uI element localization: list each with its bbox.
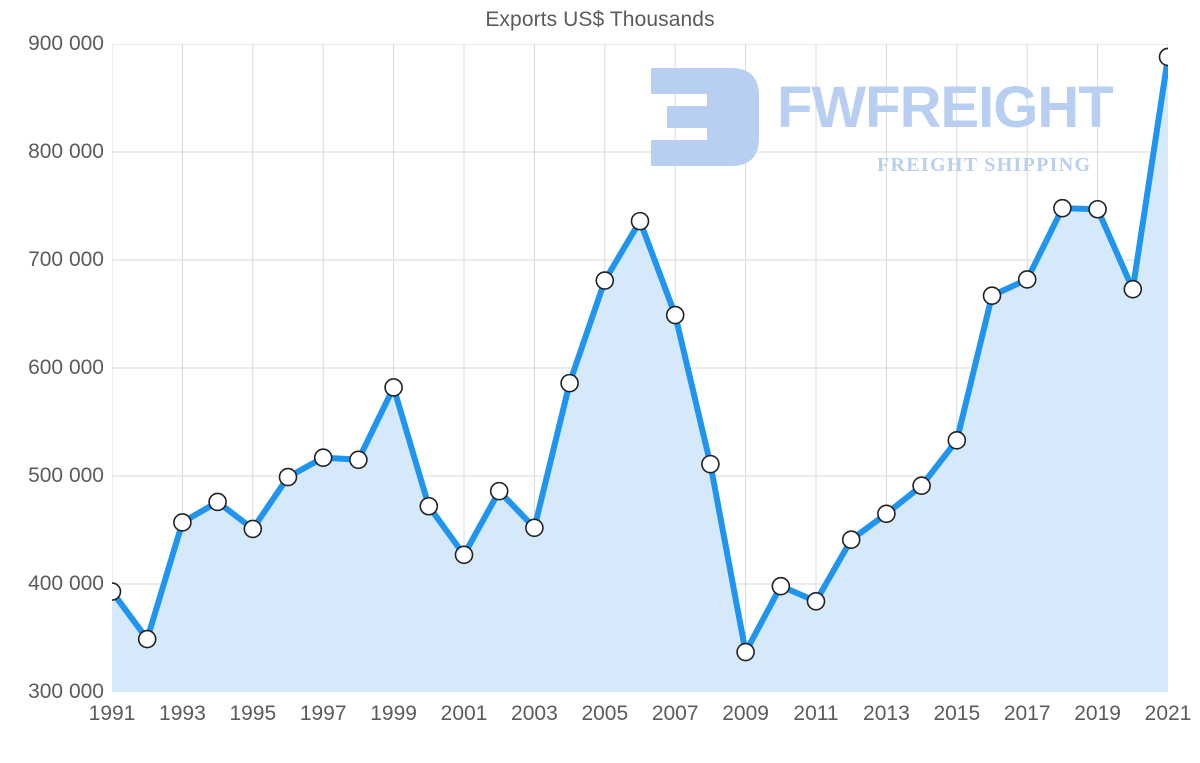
data-point-marker[interactable] <box>1017 270 1037 289</box>
y-axis: 300 000 400 000 500 000 600 000 700 000 800 0… <box>0 0 104 763</box>
data-point-marker[interactable] <box>525 518 544 538</box>
exports-area-chart <box>112 44 1168 692</box>
data-point-marker[interactable] <box>736 642 755 662</box>
data-point-markers <box>112 47 1169 662</box>
data-point-marker[interactable] <box>1158 47 1169 67</box>
x-axis-tick-label: 2013 <box>863 702 910 725</box>
x-axis-tick-label: 1997 <box>299 702 347 725</box>
data-point-marker[interactable] <box>173 513 192 532</box>
data-point-marker[interactable] <box>982 286 1002 305</box>
data-point-marker[interactable] <box>208 492 227 512</box>
x-axis-tick-label: 2009 <box>722 702 769 725</box>
data-point-marker[interactable] <box>419 496 439 516</box>
data-point-marker[interactable] <box>560 373 579 393</box>
x-axis-tick-label: 2021 <box>1144 702 1192 725</box>
x-axis-tick-label: 2011 <box>793 702 839 725</box>
x-axis-tick-label: 1995 <box>229 702 277 725</box>
y-axis-tick-label: 600 000 <box>28 356 104 379</box>
y-axis-tick-label: 700 000 <box>28 248 104 271</box>
data-point-marker[interactable] <box>1088 199 1107 219</box>
data-point-marker[interactable] <box>912 476 931 496</box>
data-point-marker[interactable] <box>947 431 967 450</box>
area-fill <box>112 56 1168 692</box>
x-axis-tick-label: 2019 <box>1074 702 1121 725</box>
y-axis-tick-label: 500 000 <box>28 464 104 487</box>
x-axis-tick-label: 1999 <box>370 702 417 725</box>
data-point-marker[interactable] <box>489 481 509 501</box>
y-axis-tick-label: 800 000 <box>28 140 104 163</box>
x-axis-tick-label: 2017 <box>1003 702 1051 725</box>
plot-area <box>112 44 1168 692</box>
data-point-marker[interactable] <box>806 591 826 611</box>
x-axis-tick-label: 1993 <box>159 702 206 725</box>
x-axis-tick-label: 2003 <box>511 702 558 725</box>
chart-title: Exports US$ Thousands <box>485 8 715 31</box>
data-point-marker[interactable] <box>349 450 368 470</box>
data-point-marker[interactable] <box>313 448 333 467</box>
data-point-marker[interactable] <box>112 582 122 601</box>
y-axis-tick-label: 300 000 <box>28 680 104 703</box>
y-axis-tick-label: 900 000 <box>28 32 104 55</box>
data-point-marker[interactable] <box>454 545 474 565</box>
data-point-marker[interactable] <box>665 305 685 325</box>
data-point-marker[interactable] <box>841 530 861 550</box>
y-axis-tick-label: 400 000 <box>28 572 104 595</box>
data-point-marker[interactable] <box>701 454 720 474</box>
data-point-marker[interactable] <box>384 378 403 397</box>
x-axis-tick-label: 2001 <box>440 702 488 725</box>
data-point-marker[interactable] <box>630 211 650 231</box>
data-point-marker[interactable] <box>595 271 615 290</box>
data-point-marker[interactable] <box>1123 279 1143 299</box>
x-axis-tick-label: 2015 <box>933 702 981 725</box>
x-axis-tick-label: 1991 <box>88 702 136 725</box>
data-point-marker[interactable] <box>771 576 791 596</box>
data-point-marker[interactable] <box>278 467 298 487</box>
data-point-marker[interactable] <box>243 519 263 539</box>
x-axis-tick-label: 2007 <box>651 702 699 725</box>
data-point-marker[interactable] <box>877 504 896 524</box>
data-point-marker[interactable] <box>137 629 157 649</box>
data-point-marker[interactable] <box>1053 198 1072 218</box>
x-axis-tick-label: 2005 <box>581 702 629 725</box>
